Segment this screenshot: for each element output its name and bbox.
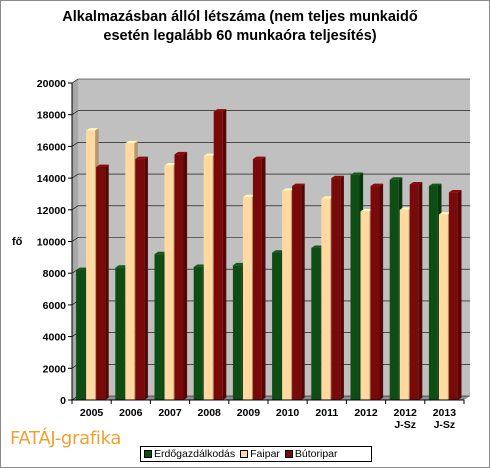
chart-title-line-1: Alkalmazásban állól létszáma (nem teljes… — [62, 9, 418, 25]
x-tick-label: 2011 — [315, 407, 338, 419]
bar-buto-4 — [252, 156, 266, 400]
legend-label-fai: Faipar — [250, 448, 280, 460]
gridline-depth — [71, 142, 79, 147]
x-tick-label: 2012 — [354, 407, 378, 419]
bar-buto-1 — [135, 156, 148, 400]
x-tick-label: 2013 J-Sz — [433, 407, 457, 431]
gridline-depth — [71, 110, 79, 115]
y-tick-label: 6000 — [43, 300, 67, 312]
bar-buto-7 — [370, 183, 384, 400]
brand-logo-text: FATÁJ-grafika — [10, 428, 122, 449]
legend-item-fai: Faipar — [240, 448, 280, 460]
gridline-depth — [71, 78, 79, 84]
bar-buto-0 — [96, 164, 109, 400]
y-tick-label: 16000 — [37, 141, 66, 153]
bar-buto-6 — [331, 175, 344, 400]
x-tick-label: 2009 — [237, 407, 261, 419]
bar-buto-2 — [174, 151, 188, 400]
legend-swatch-erdo — [144, 450, 152, 458]
x-tick-label: 2008 — [198, 407, 222, 419]
x-tick-label: 2012 J-Sz — [394, 407, 418, 431]
y-tick-label: 14000 — [37, 173, 66, 185]
y-tick-label: 4000 — [43, 332, 67, 344]
y-tick-label: 18000 — [37, 110, 66, 122]
legend-item-buto: Bútoripar — [284, 448, 338, 460]
chart-title: Alkalmazásban állól létszáma (nem teljes… — [30, 8, 450, 46]
y-tick-label: 20000 — [37, 78, 66, 90]
legend-swatch-fai — [240, 450, 249, 458]
chart-title-line-2: esetén legalább 60 munkaóra teljesítés) — [103, 28, 377, 44]
y-tick-label: 0 — [60, 395, 66, 407]
y-tick-label: 2000 — [43, 363, 67, 375]
bar-chart: 0 2000 4000 6000 8000 10000 12000 14000 16000 180… — [12, 78, 470, 431]
x-tick-label: 2010 — [276, 407, 300, 419]
bar-buto-3 — [213, 109, 227, 400]
x-tick-label: 2007 — [158, 407, 182, 419]
legend-label-buto: Bútoripar — [294, 448, 338, 460]
y-tick-label: 8000 — [43, 268, 67, 280]
gridline-depth — [71, 173, 79, 179]
x-tick-label: 2006 — [119, 407, 143, 419]
legend-item-erdo: Erdőgazdálkodás — [144, 448, 235, 460]
bar-buto-8 — [409, 182, 423, 400]
y-tick-label: 12000 — [37, 205, 66, 217]
bar-buto-9 — [448, 189, 462, 400]
chart-legend: Erdőgazdálkodás Faipar Bútoripar — [140, 446, 372, 462]
legend-swatch-buto — [284, 450, 293, 458]
y-tick-label: 10000 — [37, 237, 66, 249]
gridline-depth — [71, 237, 79, 242]
gridline-depth — [71, 205, 79, 211]
legend-label-erdo: Erdőgazdálkodás — [154, 448, 236, 460]
y-axis-title: fő — [12, 236, 23, 248]
x-tick-label: 2005 — [80, 407, 104, 419]
bar-buto-5 — [292, 183, 305, 400]
